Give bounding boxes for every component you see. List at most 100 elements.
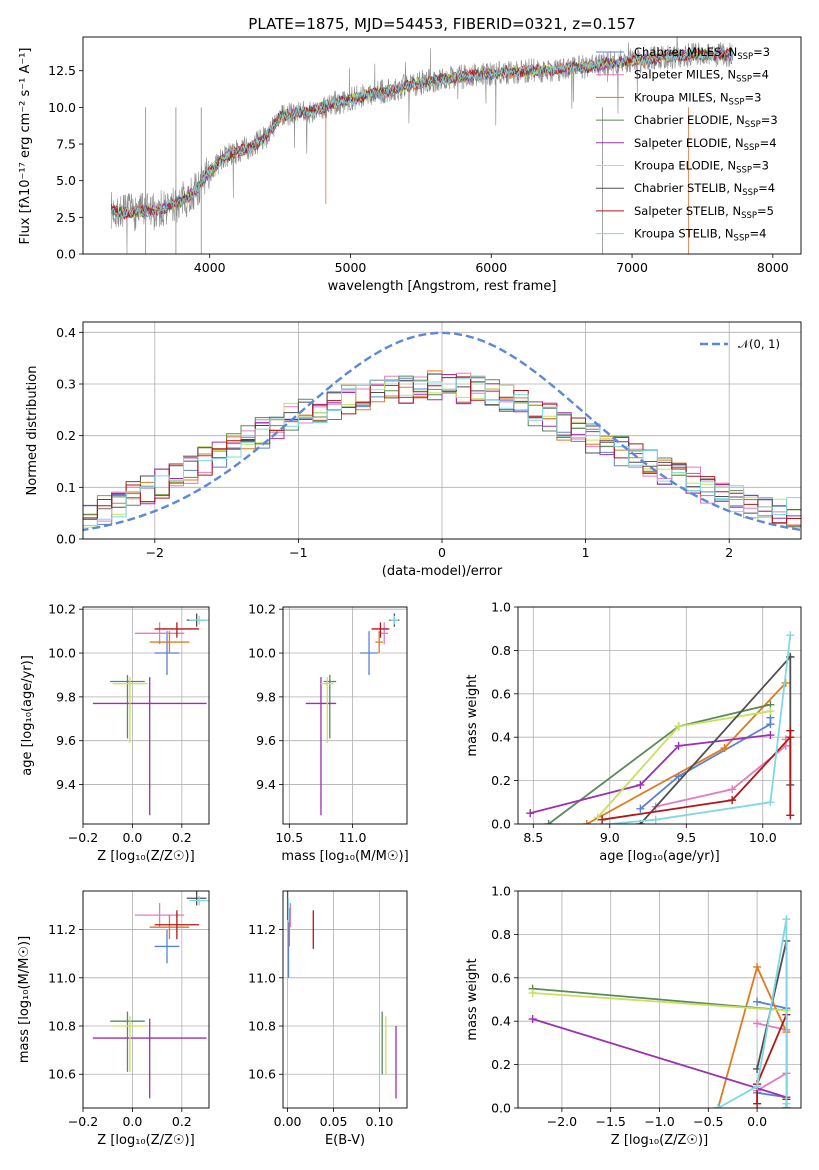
weight-marker [786, 811, 795, 820]
weight-series-salpeter-stelib [598, 726, 795, 824]
x-tick-label: 0.00 [274, 1114, 302, 1129]
x-tick-label: 0.2 [172, 1114, 192, 1129]
y-tick-label: 0.8 [491, 927, 511, 942]
legend-subscript: SSP [745, 120, 761, 130]
x-axis-label: Z [log₁₀(Z/Z☉)] [97, 1133, 194, 1148]
errorbar-kroupa-stelib [189, 895, 209, 906]
y-axis-label: Normed distribution [25, 366, 40, 496]
y-tick-label: 10.8 [248, 1019, 276, 1034]
weight-marker [605, 820, 614, 824]
y-axis-label: mass [log₁₀(M/M☉)] [17, 936, 32, 1063]
grid [82, 891, 209, 1108]
legend-value: =3 [753, 45, 770, 59]
axes-frame [82, 890, 210, 1109]
x-tick-label: 6000 [475, 260, 507, 275]
weight-marker [582, 820, 591, 824]
x-tick-label: 9.0 [600, 830, 620, 845]
weight-series-salpeter-elodie [526, 731, 775, 818]
x-tick-label: 2 [725, 545, 733, 560]
x-axis-label: wavelength [Angstrom, rest frame] [328, 279, 557, 294]
x-tick-label: 1 [582, 545, 590, 560]
errorbar-kroupa-miles [149, 631, 190, 654]
legend-value: =4 [752, 68, 769, 82]
legend-subscript: SSP [729, 97, 745, 107]
grid [283, 891, 407, 1108]
x-tick-label: 8.5 [523, 830, 543, 845]
weight-marker [526, 809, 535, 818]
legend-subscript: SSP [736, 166, 752, 176]
weight-marker [753, 1082, 762, 1091]
x-axis-label: Z [log₁₀(Z/Z☉)] [97, 849, 194, 864]
weight-marker [636, 780, 645, 789]
x-tick-label: −0.2 [68, 1114, 98, 1129]
x-axis-label: age [log₁₀(age/yr)] [599, 849, 720, 864]
y-tick-label: 1.0 [491, 600, 511, 615]
errorbar-kroupa-stelib [189, 615, 209, 625]
weight-series-kroupa-stelib [714, 915, 791, 1108]
errorbar-kroupa-miles [149, 915, 190, 940]
weight-marker [753, 1099, 762, 1108]
y-tick-label: 0.0 [491, 1101, 511, 1116]
weight-series-chabrier-miles [636, 713, 775, 813]
panel-age-vs-Z: −0.2 0.0 0.2 9.4 9.6 9.8 10.0 10.2 Z [log₁₀(Z/Z☉… [20, 602, 210, 864]
y-axis-label: mass weight [465, 674, 480, 756]
y-tick-label: 9.8 [256, 689, 276, 704]
y-tick-label: 11.0 [48, 970, 76, 985]
panel-mass-vs-Z: −0.2 0.0 0.2 10.6 10.8 11.0 11.2 Z [log₁₀(Z/Z☉)… [17, 890, 210, 1148]
axes-frame [282, 890, 408, 1109]
legend-subscript: SSP [734, 234, 750, 244]
y-tick-label: 0.2 [491, 1057, 511, 1072]
legend-label: Chabrier STELIB, NSSP=4 [634, 181, 775, 198]
legend-subscript: SSP [737, 52, 753, 62]
errorbar-chabrier-elodie [323, 674, 337, 739]
weight-marker [728, 796, 737, 805]
y-tick-label: 0.0 [56, 247, 76, 262]
plot-area [92, 891, 209, 1099]
x-tick-label: 11.0 [339, 830, 367, 845]
x-tick-label: 0.0 [122, 1114, 142, 1129]
panel-weight-vs-age: 8.5 9.0 9.5 10.0 0.0 0.2 0.4 0.6 0.8 1.0 age [log₁… [465, 600, 802, 864]
y-tick-label: 10.0 [48, 646, 76, 661]
weight-series-salpeter-miles [753, 1019, 791, 1095]
weight-marker [766, 707, 775, 716]
errorbar-salpeter-elodie [305, 677, 337, 816]
y-tick-label: 0.6 [491, 686, 511, 701]
legend-subscript: SSP [736, 75, 752, 85]
weight-marker [786, 631, 795, 640]
plot-area [286, 891, 397, 1099]
x-tick-label: 9.5 [676, 830, 696, 845]
y-tick-label: 11.2 [248, 922, 276, 937]
weight-marker [598, 815, 607, 824]
x-tick-label: 0.0 [747, 1114, 767, 1129]
x-tick-label: 5000 [335, 260, 367, 275]
y-tick-label: 0.4 [491, 1014, 511, 1029]
plot-area [305, 613, 400, 816]
panel-residuals: −2 −1 0 1 2 0.0 0.1 0.2 0.3 0.4 𝒩(0, 1) (data-model… [25, 321, 802, 579]
y-tick-label: 5.0 [56, 173, 76, 188]
errorbar-salpeter-elodie [92, 677, 207, 816]
legend-label: Kroupa STELIB, NSSP=4 [634, 227, 766, 244]
legend-value: =4 [749, 227, 766, 241]
plot-area [83, 331, 801, 532]
legend-value: =3 [761, 113, 778, 127]
errorbar-kroupa-elodie [320, 677, 334, 743]
weight-marker [528, 988, 537, 997]
legend-subscript: SSP [741, 211, 757, 221]
y-tick-label: 10.6 [248, 1067, 276, 1082]
weight-marker [544, 820, 553, 824]
weight-marker [674, 741, 683, 750]
axes-root: 4000 5000 6000 7000 80000.02.55.07.510.012.5… [17, 36, 802, 1148]
x-tick-label: −1 [289, 545, 307, 560]
legend-value: =3 [744, 90, 761, 104]
weight-marker [766, 731, 775, 740]
y-tick-label: 0.4 [491, 730, 511, 745]
axes-frame [517, 890, 802, 1109]
x-tick-label: −0.2 [68, 830, 98, 845]
weight-line [717, 919, 788, 1108]
errorbar-salpeter-miles [134, 622, 185, 645]
weight-marker [593, 813, 602, 822]
y-tick-label: 1.0 [491, 884, 511, 899]
weight-marker [636, 804, 645, 813]
weight-marker [714, 1104, 723, 1108]
